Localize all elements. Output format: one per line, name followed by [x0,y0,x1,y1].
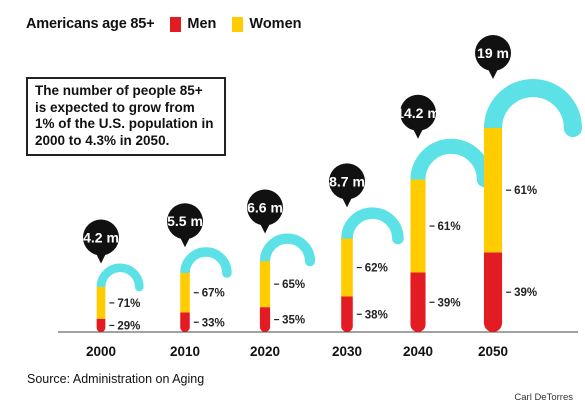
source-note: Source: Administration on Aging [27,372,205,386]
bar-women-2000 [96,286,106,319]
cane-handle-2040 [410,138,492,188]
callout-box: The number of people 85+ is expected to … [26,77,226,156]
label-men-2000: 29% [117,320,140,332]
cane-handle-2050 [483,78,582,138]
population-label-2050: 19 m [477,45,509,61]
bar-women-2050 [483,128,503,253]
label-women-2020: 65% [282,279,305,291]
year-label-2010: 2010 [170,344,200,359]
label-women-2030: 62% [365,263,388,275]
cane-handle-2030 [341,207,404,245]
label-men-2040: 39% [438,297,461,309]
bar-women-2020 [259,261,271,308]
population-label-2010: 5.5 m [167,213,203,229]
legend-label-women: Women [249,16,302,32]
population-label-2000: 4.2 m [83,229,119,245]
bar-men-2020 [259,307,271,332]
label-women-2040: 61% [438,221,461,233]
legend-swatch-women [232,16,244,32]
bar-men-2000 [96,318,106,332]
bubble-2020 [247,189,283,226]
bar-men-2040 [410,272,426,332]
label-men-2010: 33% [202,317,225,329]
population-label-2020: 6.6 m [247,200,283,216]
label-men-2050: 39% [514,287,537,299]
label-men-2020: 35% [282,315,305,327]
population-label-2030: 8.7 m [329,173,365,189]
label-women-2050: 61% [514,185,537,197]
bar-women-2030 [341,238,353,297]
year-label-2020: 2020 [250,344,280,359]
legend-swatch-men [170,16,182,32]
cane-handle-2020 [259,233,316,267]
population-label-2040: 14.2 m [396,105,440,121]
cane-handle-2010 [180,247,232,278]
year-label-2040: 2040 [403,344,433,359]
legend: Americans age 85+ Men Women [26,13,302,35]
credit-note: Carl DeTorres [514,392,573,403]
bubble-2030 [329,163,365,200]
year-label-2050: 2050 [478,344,508,359]
chart-title: Americans age 85+ [26,16,155,32]
bar-women-2040 [410,179,426,273]
bubble-2000 [83,219,119,256]
bar-women-2010 [180,272,190,313]
bubble-2040 [400,94,436,131]
bubble-2050 [475,34,511,71]
bubble-2010 [167,203,203,240]
bar-men-2010 [180,312,190,332]
year-label-2030: 2030 [332,344,362,359]
legend-label-men: Men [187,16,217,32]
label-women-2010: 67% [202,288,225,300]
label-men-2030: 38% [365,309,388,321]
label-women-2000: 71% [117,298,140,310]
bar-men-2030 [341,296,353,332]
bar-men-2050 [483,252,503,332]
cane-handle-2000 [96,263,144,292]
year-label-2000: 2000 [86,344,116,359]
